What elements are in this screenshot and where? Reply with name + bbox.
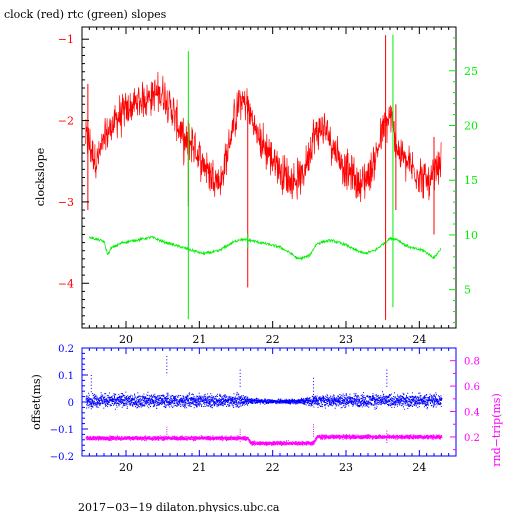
offset-outlier-point (90, 387, 92, 389)
offset-outlier-point (90, 391, 92, 393)
offset-outlier-point (90, 378, 92, 380)
roundtrip-outlier-point (313, 426, 314, 428)
roundtrip-outlier-point (386, 435, 388, 437)
bottom-x-tick-label: 22 (266, 461, 280, 474)
roundtrip-outlier-point (166, 426, 168, 428)
top-plot-frame (81, 26, 457, 329)
offset-outlier-point (90, 381, 92, 383)
roundtrip-outlier-point (386, 437, 388, 439)
offset-outlier-point (166, 362, 168, 364)
offset-outlier-point (90, 384, 92, 386)
bottom-y2-axis-label: rnd−trip(ms) (490, 393, 503, 467)
roundtrip-outlier-point (166, 435, 168, 437)
roundtrip-outlier-point (239, 436, 241, 438)
top-y2-tick-label: 20 (464, 120, 478, 133)
offset-outlier-point (386, 385, 388, 387)
offset-outlier-point (239, 369, 241, 371)
offset-outlier-point (239, 379, 241, 381)
roundtrip-outlier-point (239, 438, 241, 440)
roundtrip-outlier-point (166, 438, 168, 440)
roundtrip-outlier-point (313, 435, 314, 437)
roundtrip-outlier-point (386, 442, 388, 444)
footer-text: 2017−03−19 dilaton.physics.ubc.ca (78, 501, 280, 512)
top-chart-title: clock (red) rtc (green) slopes (4, 8, 167, 21)
bottom-x-tick-label: 21 (192, 461, 206, 474)
roundtrip-points (85, 434, 443, 446)
clock-slope-series (85, 71, 442, 203)
offset-outlier-point (239, 385, 241, 387)
roundtrip-outlier-point (239, 429, 241, 431)
top-y2-tick-label: 15 (464, 174, 478, 187)
bottom-x-tick-label: 23 (339, 461, 353, 474)
roundtrip-outlier-point (386, 439, 388, 441)
offset-outlier-point (386, 376, 388, 378)
bottom-y2-tick-label: 0.2 (464, 433, 480, 444)
roundtrip-outlier-point (313, 433, 314, 435)
top-y-tick-label: −2 (58, 115, 74, 128)
offset-outlier-point (386, 372, 388, 374)
offset-outlier-point (166, 369, 168, 371)
top-plot-data (85, 34, 442, 320)
roundtrip-outlier-point (166, 429, 168, 431)
offset-outlier-point (386, 369, 388, 371)
bottom-y-tick-label: 0.1 (58, 371, 74, 382)
top-plot-axes: 20 21 22 23 24 −1 −2 −3 −4 5 10 15 20 25 (58, 27, 478, 346)
bottom-y-tick-label: 0 (68, 398, 74, 409)
bottom-y-axis-label: offset(ms) (30, 374, 43, 430)
offset-outlier-point (166, 359, 168, 361)
roundtrip-outlier-point (166, 431, 168, 433)
offset-outlier-point (166, 356, 168, 358)
offset-points (85, 391, 443, 410)
offset-outlier-point (313, 393, 314, 395)
top-y-axis-label: clockslope (34, 148, 47, 206)
offset-outlier-point (239, 382, 241, 384)
offset-outlier-point (313, 380, 314, 382)
top-y-tick-label: −4 (58, 277, 74, 290)
bottom-y2-tick-label: 0.4 (464, 408, 480, 419)
top-x-tick-label: 21 (192, 333, 206, 346)
top-y2-tick-label: 5 (464, 284, 471, 297)
bottom-y-tick-label: −0.1 (50, 425, 74, 436)
roundtrip-outlier-point (166, 433, 168, 435)
bottom-y2-tick-label: 0.8 (464, 357, 480, 368)
roundtrip-outlier-point (239, 440, 241, 442)
roundtrip-outlier-point (239, 433, 241, 435)
offset-outlier-point (313, 377, 314, 379)
top-y2-tick-label: 25 (464, 65, 478, 78)
offset-outlier-point (386, 382, 388, 384)
offset-outlier-point (239, 376, 241, 378)
offset-outlier-point (313, 384, 314, 386)
roundtrip-outlier-point (313, 431, 314, 433)
offset-outlier-point (239, 372, 241, 374)
roundtrip-outlier-point (386, 432, 388, 434)
top-x-tick-label: 24 (412, 333, 426, 346)
rtc-slope-series (88, 235, 442, 261)
roundtrip-outlier-point (313, 424, 314, 426)
bottom-y-tick-label: −0.2 (50, 452, 74, 463)
top-y-tick-label: −1 (58, 33, 74, 46)
roundtrip-outlier-point (386, 430, 388, 432)
roundtrip-outlier-point (313, 428, 314, 430)
bottom-plot-axes: 20 21 22 23 24 0.2 0.1 0 −0.1 −0.2 0.2 0.4 0.6 0.8 (50, 344, 480, 474)
roundtrip-outlier-point (239, 431, 241, 433)
bottom-y2-tick-label: 0.6 (464, 382, 480, 393)
bottom-plot-data (85, 356, 443, 446)
bottom-y-tick-label: 0.2 (58, 344, 74, 355)
top-y-tick-label: −3 (58, 196, 74, 209)
offset-outlier-point (386, 379, 388, 381)
offset-outlier-point (166, 365, 168, 367)
top-x-tick-label: 23 (339, 333, 353, 346)
offset-outlier-point (166, 372, 168, 374)
offset-outlier-point (313, 387, 314, 389)
bottom-x-tick-label: 20 (119, 461, 133, 474)
offset-outlier-point (90, 375, 92, 376)
offset-outlier-point (313, 390, 314, 392)
bottom-x-tick-label: 24 (412, 461, 426, 474)
top-x-tick-label: 22 (266, 333, 280, 346)
top-y2-tick-label: 10 (464, 229, 478, 242)
top-x-tick-label: 20 (119, 333, 133, 346)
